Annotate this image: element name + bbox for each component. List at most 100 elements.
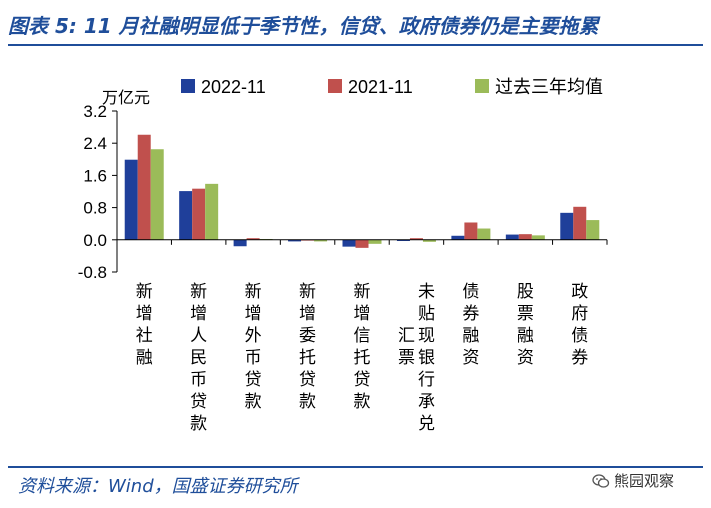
x-category-char: 承	[418, 392, 435, 412]
bar-2022-11-1	[179, 191, 193, 240]
x-category-char: 人	[190, 326, 207, 346]
bar-2021-11-5	[409, 238, 423, 240]
y-tick-label: 2.4	[83, 134, 107, 153]
bar-2022-11-7	[505, 234, 519, 240]
x-category-char: 行	[418, 370, 435, 390]
x-category-char: 新	[354, 282, 371, 302]
bar-2021-11-0	[137, 134, 151, 240]
bar-2022-11-2	[233, 239, 247, 247]
x-category-char: 现	[418, 326, 435, 346]
watermark: 熊园观察	[592, 470, 674, 491]
x-category-char: 托	[299, 348, 316, 368]
legend-label-1: 2021-11	[348, 77, 413, 97]
x-category-char: 新	[299, 282, 316, 302]
y-tick-label: -0.8	[78, 263, 107, 282]
x-category-char: 兑	[418, 414, 435, 434]
chart-title-banner: 图表 5: 11 月社融明显低于季节性，信贷、政府债券仍是主要拖累	[8, 14, 599, 38]
bar-过去三年均值-5	[422, 239, 436, 242]
x-category-char: 融	[462, 326, 479, 346]
x-category-char: 债	[571, 326, 588, 346]
bar-过去三年均值-3	[314, 239, 328, 242]
bar-2021-11-4	[355, 239, 369, 248]
x-category-char: 增	[190, 304, 207, 324]
x-category-char: 贷	[190, 392, 207, 412]
x-category-char: 款	[190, 414, 207, 434]
x-category-char: 资	[517, 348, 534, 368]
x-category-char: 融	[136, 348, 153, 368]
footer-rule	[8, 466, 703, 468]
bar-过去三年均值-7	[531, 235, 545, 240]
legend-swatch-0	[181, 79, 195, 93]
bar-过去三年均值-1	[205, 183, 219, 240]
wechat-icon	[592, 473, 610, 488]
x-category-char: 票	[398, 348, 415, 368]
x-category-char: 股	[517, 282, 534, 302]
x-category-char: 新	[190, 282, 207, 302]
legend-swatch-1	[328, 79, 342, 93]
title-rule	[8, 44, 703, 46]
legend-label-2: 过去三年均值	[495, 77, 603, 97]
x-category-char: 款	[354, 392, 371, 412]
y-axis-unit-label: 万亿元	[102, 88, 150, 107]
y-tick-label: 0.0	[83, 231, 107, 250]
x-category-char: 贷	[354, 370, 371, 390]
watermark-text: 熊园观察	[614, 472, 675, 490]
bar-2022-11-3	[288, 239, 302, 242]
x-category-char: 外	[245, 326, 262, 346]
x-category-char: 券	[462, 304, 479, 324]
x-category-char: 款	[299, 392, 316, 412]
bar-过去三年均值-0	[150, 149, 164, 240]
x-category-char: 新	[136, 282, 153, 302]
x-category-char: 贷	[299, 370, 316, 390]
x-category-char: 债	[462, 282, 479, 302]
x-category-char: 融	[517, 326, 534, 346]
source-note: 资料来源：Wind，国盛证券研究所	[18, 476, 298, 497]
bar-2022-11-6	[451, 235, 465, 240]
bar-2022-11-8	[560, 212, 574, 240]
y-axis: 3.2 2.4 1.6 0.8 0.0 -0.8	[78, 102, 118, 282]
x-category-char: 币	[245, 348, 262, 368]
x-category-char: 币	[190, 370, 207, 390]
bar-series	[124, 134, 600, 248]
x-category-char: 券	[571, 348, 588, 368]
x-category-char: 增	[354, 304, 371, 324]
x-category-char: 未	[418, 282, 435, 302]
y-tick-label: 1.6	[83, 166, 107, 185]
x-category-char: 银	[418, 348, 435, 368]
x-category-char: 委	[299, 326, 316, 346]
x-category-char: 增	[136, 304, 153, 324]
bar-过去三年均值-4	[368, 239, 382, 244]
y-tick-label: 3.2	[83, 102, 107, 121]
x-category-label: 政府债券	[571, 282, 588, 368]
x-category-char: 贷	[245, 370, 262, 390]
bar-2021-11-6	[464, 222, 478, 240]
x-category-char: 票	[517, 304, 534, 324]
x-category-char: 款	[245, 392, 262, 412]
bar-2021-11-7	[518, 234, 532, 240]
legend-swatch-2	[475, 79, 489, 93]
bar-2021-11-8	[573, 206, 587, 240]
bar-过去三年均值-8	[586, 220, 600, 240]
y-tick-label: 0.8	[83, 199, 107, 218]
x-category-char: 托	[354, 348, 371, 368]
x-category-char: 民	[190, 348, 207, 368]
x-category-char: 增	[299, 304, 316, 324]
bar-2021-11-2	[246, 238, 260, 240]
bar-2022-11-4	[342, 239, 356, 247]
legend: 2022-11 2021-11 过去三年均值	[181, 77, 603, 97]
x-category-char: 社	[136, 326, 153, 346]
x-category-char: 贴	[418, 304, 435, 324]
bar-2022-11-5	[396, 239, 410, 242]
bar-chart: 万亿元 2022-11 2021-11 过去三年均值 3.2 2.4 1.6 0.8 0.0…	[78, 77, 608, 434]
bar-2022-11-0	[124, 159, 138, 240]
x-category-char: 资	[462, 348, 479, 368]
x-category-char: 新	[245, 282, 262, 302]
x-category-char: 信	[354, 326, 371, 346]
x-axis: 新增社融新增人民币贷款新增外币贷款新增委托贷款新增信托贷款未贴现银行承兑汇票债券…	[116, 239, 608, 434]
